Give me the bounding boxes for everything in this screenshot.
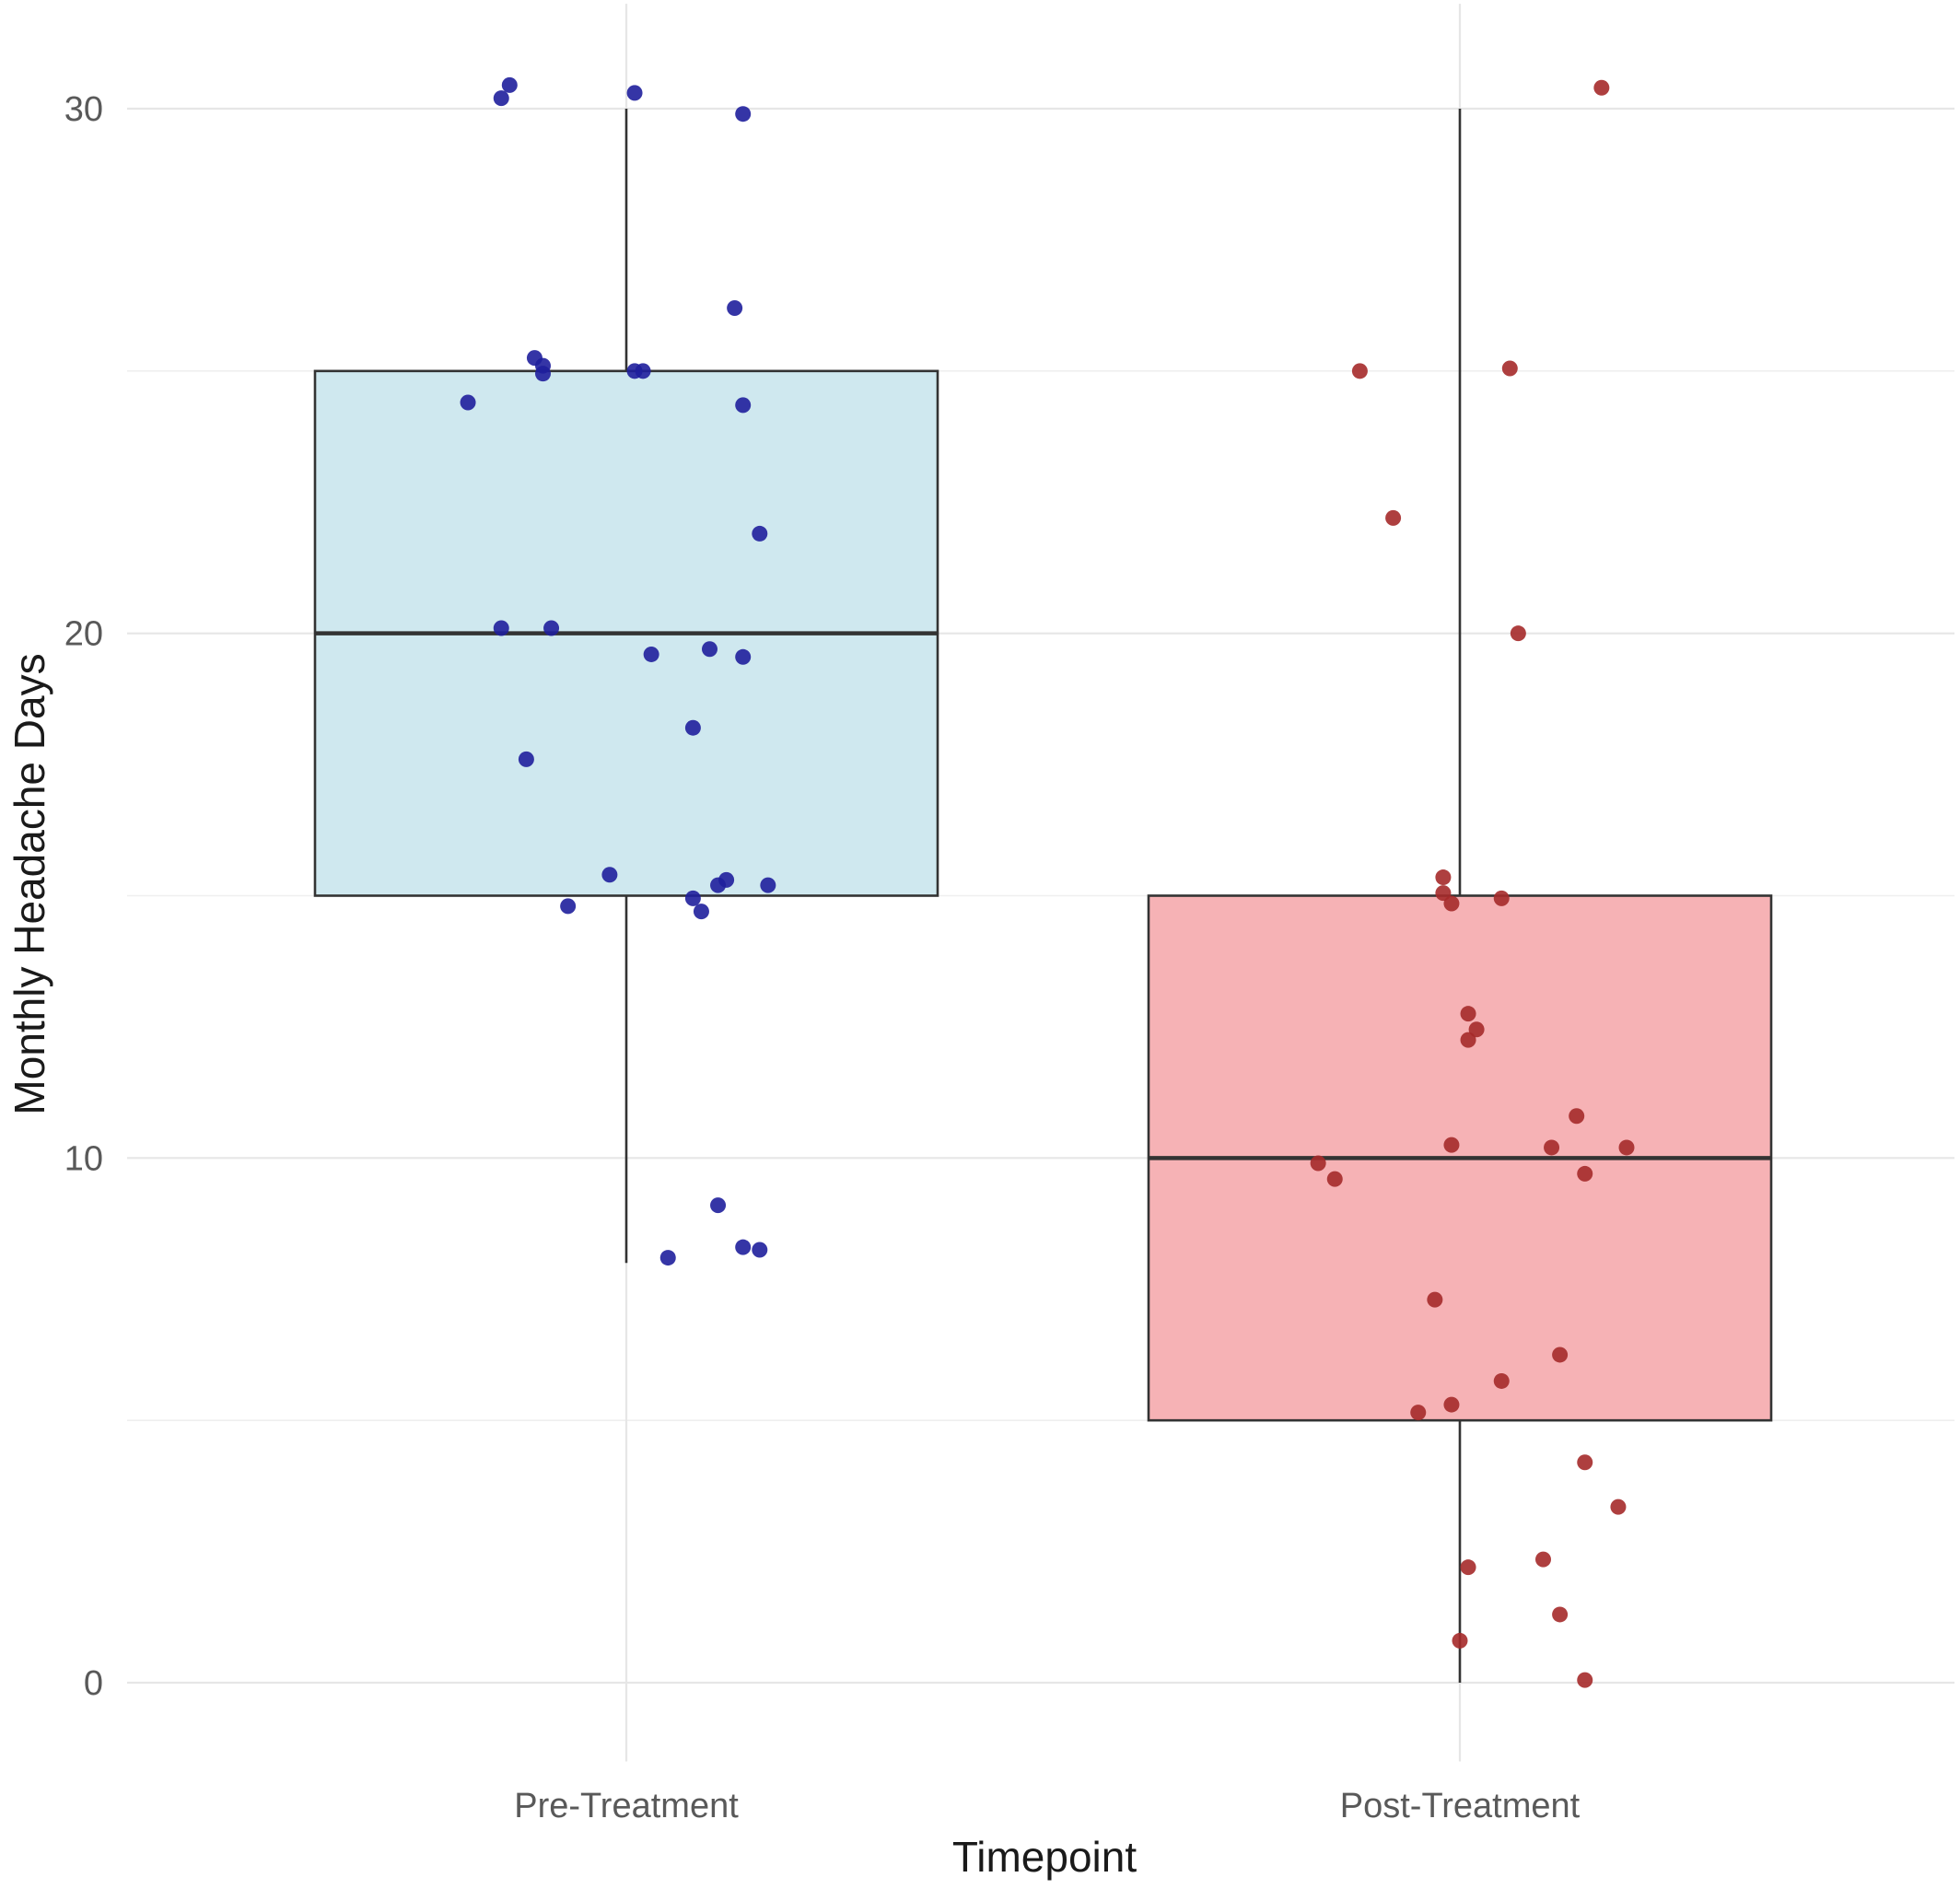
data-point	[702, 641, 718, 658]
y-tick-label: 30	[64, 90, 103, 129]
data-point	[1577, 1165, 1593, 1182]
data-point	[1593, 79, 1610, 96]
data-point	[710, 877, 727, 893]
data-point	[1552, 1347, 1569, 1363]
data-point	[760, 877, 776, 893]
data-point	[735, 106, 752, 122]
data-point	[1501, 360, 1518, 377]
data-point	[1618, 1139, 1635, 1156]
data-point	[460, 394, 476, 411]
data-point	[1443, 1396, 1460, 1413]
data-point	[1427, 1291, 1443, 1308]
data-point	[1569, 1108, 1585, 1125]
data-point	[1385, 509, 1402, 526]
data-point	[659, 1250, 676, 1266]
data-point	[752, 525, 768, 542]
data-point	[493, 620, 509, 636]
y-tick-label: 0	[84, 1664, 103, 1703]
data-point	[1493, 1372, 1510, 1389]
data-point	[1460, 1032, 1476, 1048]
data-point	[684, 890, 701, 906]
data-point	[735, 397, 752, 414]
data-point	[501, 76, 518, 93]
data-point	[643, 646, 659, 662]
data-point	[752, 1242, 768, 1258]
data-point	[693, 904, 709, 920]
data-point	[1544, 1139, 1560, 1156]
data-point	[1443, 1137, 1460, 1153]
data-point	[626, 85, 643, 101]
boxes	[313, 109, 1773, 1683]
x-tick-label: Pre-Treatment	[514, 1787, 739, 1825]
data-point	[535, 366, 551, 382]
data-point	[1552, 1606, 1569, 1623]
data-point	[1326, 1171, 1343, 1187]
x-axis-title: Timepoint	[952, 1833, 1137, 1881]
data-point	[1310, 1155, 1326, 1172]
y-tick-label: 10	[64, 1139, 103, 1178]
data-point	[493, 90, 509, 107]
data-point	[1351, 363, 1368, 379]
data-point	[735, 1239, 752, 1255]
data-point	[560, 898, 577, 915]
data-point	[1468, 1021, 1485, 1038]
data-point	[727, 299, 743, 316]
data-point	[735, 648, 752, 665]
data-point	[710, 1197, 727, 1214]
data-point	[1493, 890, 1510, 906]
data-point	[1510, 625, 1526, 642]
data-point	[601, 867, 618, 883]
y-axis-title: Monthly Headache Days	[6, 653, 53, 1114]
data-point	[1410, 1405, 1427, 1421]
x-tick-label: Post-Treatment	[1340, 1787, 1581, 1825]
data-point	[543, 620, 560, 636]
data-point	[1577, 1454, 1593, 1471]
data-point	[1577, 1672, 1593, 1688]
data-point	[1435, 885, 1452, 902]
tick-labels: 0 10 20 30 Pre-Treatment Post-Treatment	[64, 90, 1581, 1825]
data-point	[1435, 869, 1452, 886]
data-point	[635, 363, 651, 379]
data-point	[1610, 1498, 1627, 1515]
data-point	[684, 719, 701, 736]
data-point	[1460, 1559, 1476, 1576]
data-point	[1460, 1006, 1476, 1022]
data-point	[1535, 1551, 1551, 1568]
data-point	[1443, 895, 1460, 912]
jitter-points	[460, 76, 1635, 1688]
data-point	[518, 751, 534, 767]
data-point	[1452, 1632, 1468, 1649]
y-tick-label: 20	[64, 615, 103, 654]
